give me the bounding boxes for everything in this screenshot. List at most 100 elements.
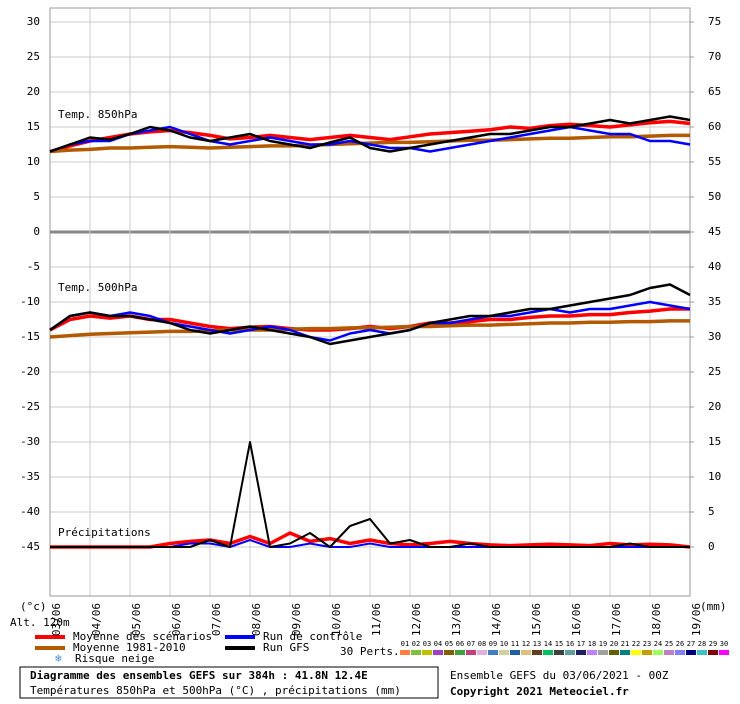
pert-label: 17 [577,640,585,648]
pert-label: 30 [720,640,728,648]
series-line [49,115,691,153]
y-unit: (°c) [20,600,47,613]
x-tick-label: 19/06 [690,603,703,636]
pert-label: 24 [654,640,662,648]
y-tick-label: -15 [20,330,40,343]
copyright: Copyright 2021 Meteociel.fr [450,685,629,698]
snow-label: Risque neige [75,652,154,665]
y2-tick-label: 50 [708,190,721,203]
pert-swatch [466,650,476,655]
x-tick-label: 11/06 [370,603,383,636]
altitude: Alt. 120m [10,616,70,629]
y2-tick-label: 10 [708,470,721,483]
pert-swatch [488,650,498,655]
x-tick-label: 08/06 [250,603,263,636]
y2-tick-label: 65 [708,85,721,98]
y-tick-label: 20 [27,85,40,98]
pert-swatch [642,650,652,655]
panel-label: Temp. 500hPa [58,281,137,294]
pert-label: 18 [588,640,596,648]
y-tick-label: 0 [33,225,40,238]
pert-swatch [532,650,542,655]
legend-label: Run GFS [263,641,309,654]
pert-swatch [708,650,718,655]
series-lines [49,115,691,549]
x-tick-label: 04/06 [90,603,103,636]
legend-label: Run de contrôle [263,630,362,643]
x-tick-label: 16/06 [570,603,583,636]
y2-unit: (mm) [700,600,727,613]
pert-swatch [587,650,597,655]
x-tick-label: 17/06 [610,603,623,636]
pert-swatch [400,650,410,655]
pert-label: 04 [434,640,442,648]
x-tick-label: 07/06 [210,603,223,636]
y2-tick-label: 75 [708,15,721,28]
plot-frame [49,7,691,597]
pert-swatch [664,650,674,655]
y2-tick-label: 15 [708,435,721,448]
pert-label: 12 [522,640,530,648]
pert-swatch [543,650,553,655]
x-tick-label: 06/06 [170,603,183,636]
pert-label: 25 [665,640,673,648]
perturbation-legend: 01 02 03 04 05 06 07 08 09 10 11 12 13 14 15 16 17 18 19 20… [400,640,729,655]
legend-label: Moyenne des scénarios [73,630,212,643]
pert-swatch [598,650,608,655]
info-box [19,666,439,699]
x-tick-label: 03/06 [50,603,63,636]
pert-label: 08 [478,640,486,648]
pert-label: 05 [445,640,453,648]
pert-swatch [675,650,685,655]
y-tick-label: 5 [33,190,40,203]
y2-tick-label: 45 [708,225,721,238]
pert-label: 01 [401,640,409,648]
pert-label: 22 [632,640,640,648]
pert-label: 07 [467,640,475,648]
pert-swatch [609,650,619,655]
series-line [50,441,690,548]
y2-tick-label: 70 [708,50,721,63]
pert-label: 16 [566,640,574,648]
series-line [49,319,690,339]
pert-label: 27 [687,640,695,648]
y2-tick-label: 0 [708,540,715,553]
y-tick-label: -20 [20,365,40,378]
y2-tick-label: 40 [708,260,721,273]
pert-label: 20 [610,640,618,648]
pert-label: 15 [555,640,563,648]
pert-swatch [521,650,531,655]
pert-swatch [653,650,663,655]
pert-swatch [697,650,707,655]
pert-swatch [477,650,487,655]
panel-label: Précipitations [58,526,151,539]
y2-tick-label: 20 [708,400,721,413]
pert-swatch [499,650,509,655]
pert-label: 02 [412,640,420,648]
y-tick-label: -5 [27,260,40,273]
x-tick-label: 12/06 [410,603,423,636]
pert-swatch [719,650,729,655]
perts-label: 30 Perts. [340,645,400,658]
pert-label: 28 [698,640,706,648]
y2-tick-label: 55 [708,155,721,168]
x-tick-label: 15/06 [530,603,543,636]
pert-swatch [686,650,696,655]
pert-label: 19 [599,640,607,648]
y-tick-label: 10 [27,155,40,168]
legend-label: Moyenne 1981-2010 [73,641,186,654]
series-line [50,531,691,549]
pert-label: 14 [544,640,552,648]
series-line [49,300,691,342]
y-tick-label: -10 [20,295,40,308]
y-tick-label: -35 [20,470,40,483]
y-tick-label: 25 [27,50,40,63]
y-tick-label: -45 [20,540,40,553]
pert-label: 13 [533,640,541,648]
x-tick-label: 18/06 [650,603,663,636]
y2-tick-label: 25 [708,365,721,378]
pert-swatch [554,650,564,655]
series-line [49,283,691,346]
